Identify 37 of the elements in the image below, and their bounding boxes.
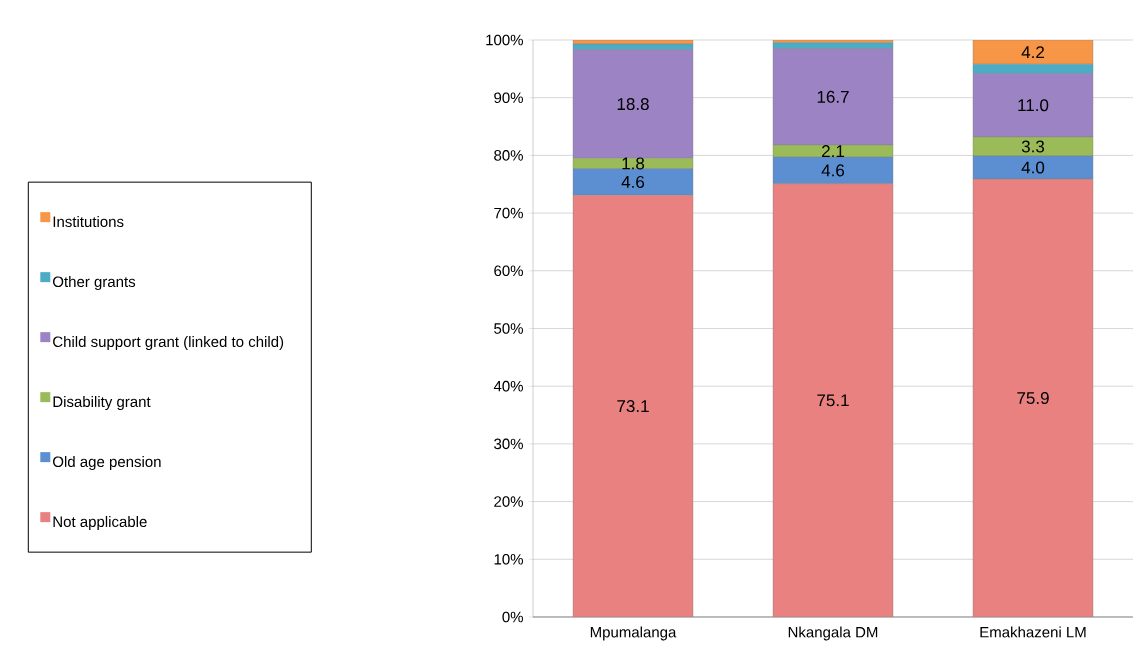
legend-label: Old age pension [53, 456, 161, 470]
data-label: 75.9 [1017, 392, 1049, 405]
x-tick-label: Nkangala DM [788, 626, 878, 641]
data-label: 18.8 [617, 98, 649, 111]
y-tick-label: 60% [494, 265, 523, 277]
bar [572, 195, 694, 617]
data-label: 4.6 [821, 164, 845, 177]
y-tick-label: 20% [494, 496, 523, 507]
data-label: 75.1 [817, 394, 849, 407]
y-tick-label: 100% [486, 34, 523, 46]
legend-label: Other grants [53, 276, 136, 290]
data-label: 2.1 [822, 145, 844, 157]
data-label: 4.2 [1021, 46, 1044, 59]
legend-label: Not applicable [53, 516, 147, 530]
bar [972, 39, 1094, 65]
y-tick-label: 90% [494, 92, 523, 103]
data-label: 1.8 [622, 157, 645, 170]
data-label: 4.0 [1021, 161, 1045, 174]
data-label: 4.6 [621, 175, 645, 188]
legend-label: Institutions [53, 216, 124, 228]
y-tick-label: 30% [494, 438, 523, 450]
bar [972, 178, 1094, 617]
y-tick-label: 10% [494, 553, 523, 565]
y-tick-label: 0% [502, 611, 523, 623]
data-label: 16.7 [817, 90, 849, 103]
legend-label: Child support grant (linked to child) [53, 336, 284, 350]
data-label: 73.1 [617, 400, 649, 413]
x-tick-label: Mpumalanga [590, 626, 677, 641]
data-label: 3.3 [1021, 140, 1045, 153]
y-tick-label: 40% [493, 380, 523, 392]
bar [772, 183, 894, 617]
legend-label: Disability grant [53, 396, 151, 410]
data-label: 11.0 [1018, 99, 1049, 112]
y-tick-label: 80% [494, 150, 523, 161]
x-tick-label: Emakhazeni LM [980, 626, 1086, 638]
y-tick-label: 50% [494, 323, 523, 334]
y-tick-label: 70% [494, 207, 523, 219]
